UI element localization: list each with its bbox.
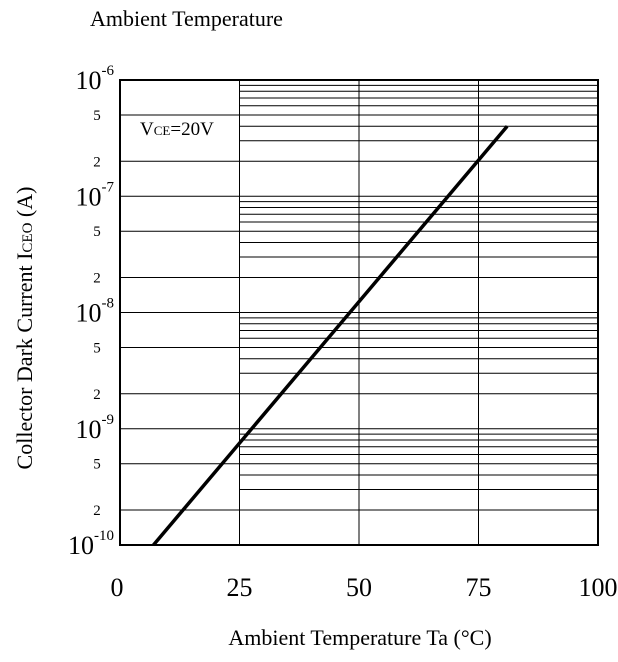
grid [120,80,598,545]
y-minor-tick-label: 2 [93,154,101,170]
y-tick-exponent: -9 [102,412,115,428]
y-minor-tick-label: 2 [93,271,101,287]
y-tick-label: 10-6 [76,63,115,95]
y-tick-exponent: -10 [94,528,114,544]
annotation-subscript: CE [154,123,171,138]
y-tick-label: 10-9 [76,412,115,444]
x-tick-label: 75 [466,573,492,602]
y-tick-label: 10-8 [76,296,115,328]
y-axis-label-unit: (A) [12,187,37,223]
plot-frame [119,79,599,546]
y-tick-base: 10 [76,182,102,211]
annotation-main: V [140,119,154,140]
chart-title: Ambient Temperature [90,6,283,31]
y-tick-exponent: -6 [102,63,115,79]
y-minor-tick-label: 2 [93,503,101,519]
x-tick-label: 0 [111,573,124,602]
y-tick-label: 10-10 [68,528,114,560]
y-tick-base: 10 [76,415,102,444]
annotation-value: =20V [170,119,214,140]
y-tick-exponent: -7 [102,179,115,195]
y-minor-tick-label: 5 [93,457,101,473]
y-minor-tick-label: 5 [93,340,101,356]
vce-annotation: VCE=20V [140,119,214,140]
series-line [152,125,509,547]
svg-text:VCE=20V: VCE=20V [140,119,214,140]
x-axis-ticks: 0 25 50 75 100 [111,573,618,602]
y-axis-label-subscript: CEO [20,222,36,252]
y-minor-tick-label: 5 [93,108,101,124]
y-tick-base: 10 [76,299,102,328]
x-tick-label: 50 [346,573,372,602]
y-tick-base: 10 [76,66,102,95]
y-axis-label: Collector Dark Current ICEO (A) [12,187,37,470]
y-tick-base: 10 [68,531,94,560]
x-axis-label: Ambient Temperature Ta (°C) [228,625,491,650]
series-layer [152,125,509,547]
x-tick-label: 25 [227,573,253,602]
y-tick-exponent: -8 [102,296,115,312]
y-minor-tick-label: 5 [93,224,101,240]
y-axis-label-main: Collector Dark Current I [12,253,37,470]
y-minor-tick-label: 2 [93,387,101,403]
x-tick-label: 100 [579,573,618,602]
y-tick-label: 10-7 [76,179,115,211]
